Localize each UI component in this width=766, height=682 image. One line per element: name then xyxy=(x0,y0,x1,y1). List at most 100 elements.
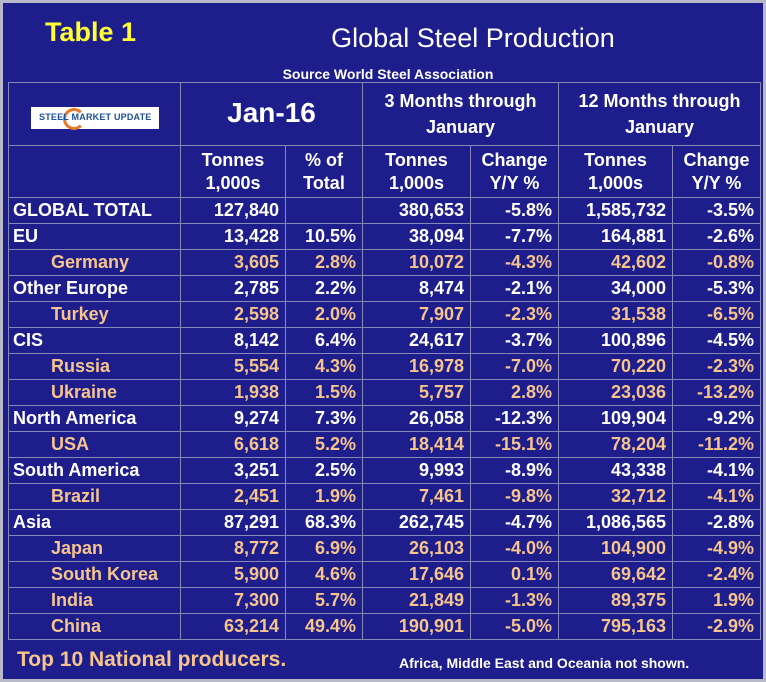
cell: -9.8% xyxy=(469,483,560,510)
subheader-text: Total xyxy=(303,172,345,193)
subheader-cell: Change Y/Y % xyxy=(672,145,762,198)
cell: 9,274 xyxy=(180,405,286,432)
cell: 104,900 xyxy=(558,535,674,562)
row-name: USA xyxy=(8,431,181,458)
cell: 7.3% xyxy=(285,405,363,432)
empty-cell xyxy=(8,145,181,198)
table-row: CIS 8,142 6.4% 24,617 -3.7% 100,896 -4.5% xyxy=(8,327,762,354)
data-table: Jan-16 3 Months through January 12 Month… xyxy=(8,82,762,640)
cell: 1,938 xyxy=(180,379,286,406)
cell: 24,617 xyxy=(362,327,471,354)
cell: 26,103 xyxy=(362,535,471,562)
cell: -4.1% xyxy=(672,457,762,484)
cell: -2.4% xyxy=(672,561,762,588)
cell: 127,840 xyxy=(180,197,286,224)
cell: 89,375 xyxy=(558,587,674,614)
cell: -0.8% xyxy=(672,249,762,276)
cell: 3,251 xyxy=(180,457,286,484)
table-row: Russia 5,554 4.3% 16,978 -7.0% 70,220 -2.3% xyxy=(8,353,762,380)
row-name: GLOBAL TOTAL xyxy=(8,197,181,224)
cell: -7.7% xyxy=(469,223,560,250)
subheader-text: Tonnes xyxy=(385,149,448,170)
cell: 31,538 xyxy=(558,301,674,328)
cell: -4.1% xyxy=(672,483,762,510)
cell: 7,300 xyxy=(180,587,286,614)
subheader-text: Change xyxy=(683,149,750,170)
logo-text: STEEL MARKET UPDATE xyxy=(39,112,152,122)
cell: 10,072 xyxy=(362,249,471,276)
cell: 42,602 xyxy=(558,249,674,276)
cell: -2.1% xyxy=(469,275,560,302)
subheader-cell: Tonnes 1,000s xyxy=(558,145,674,198)
cell: 10.5% xyxy=(285,223,363,250)
cell: 13,428 xyxy=(180,223,286,250)
row-name: Japan xyxy=(8,535,181,562)
row-name: Germany xyxy=(8,249,181,276)
cell: 9,993 xyxy=(362,457,471,484)
cell: 4.6% xyxy=(285,561,363,588)
table-row: North America 9,274 7.3% 26,058 -12.3% 109,90… xyxy=(8,405,762,432)
cell: -3.5% xyxy=(672,197,762,224)
footer-aside: Africa, Middle East and Oceania not show… xyxy=(399,655,690,671)
cell: 69,642 xyxy=(558,561,674,588)
cell: 1.9% xyxy=(672,587,762,614)
title: Global Steel Production xyxy=(331,23,615,53)
cell: 34,000 xyxy=(558,275,674,302)
group-header: Jan-16 xyxy=(180,82,363,146)
cell: -4.7% xyxy=(469,509,560,536)
subheader-text: % of xyxy=(305,149,343,170)
cell: 16,978 xyxy=(362,353,471,380)
table-row: EU 13,428 10.5% 38,094 -7.7% 164,881 -2.6% xyxy=(8,223,762,250)
cell: 18,414 xyxy=(362,431,471,458)
cell: 78,204 xyxy=(558,431,674,458)
cell: 5,900 xyxy=(180,561,286,588)
row-name: Other Europe xyxy=(8,275,181,302)
cell: -15.1% xyxy=(469,431,560,458)
row-name: EU xyxy=(8,223,181,250)
subheader-text: 1,000s xyxy=(388,172,445,193)
row-name: North America xyxy=(8,405,181,432)
cell: 23,036 xyxy=(558,379,674,406)
cell xyxy=(285,197,363,224)
table-row: Other Europe 2,785 2.2% 8,474 -2.1% 34,000 -5.… xyxy=(8,275,762,302)
cell: -5.0% xyxy=(469,613,560,640)
cell: 2.0% xyxy=(285,301,363,328)
cell: 380,653 xyxy=(362,197,471,224)
row-name: South Korea xyxy=(8,561,181,588)
source: Source World Steel Association xyxy=(282,66,494,82)
cell: 17,646 xyxy=(362,561,471,588)
table-row: South Korea 5,900 4.6% 17,646 0.1% 69,642 -2.4… xyxy=(8,561,762,588)
cell: 262,745 xyxy=(362,509,471,536)
subheader-text: Change xyxy=(481,149,548,170)
cell: -13.2% xyxy=(672,379,762,406)
subheader-cell: Change Y/Y % xyxy=(469,145,560,198)
row-name: Brazil xyxy=(8,483,181,510)
cell: -2.3% xyxy=(469,301,560,328)
table-row: South America 3,251 2.5% 9,993 -8.9% 43,338 -4… xyxy=(8,457,762,484)
cell: 8,474 xyxy=(362,275,471,302)
logo-arc xyxy=(63,108,85,130)
table-row: Turkey 2,598 2.0% 7,907 -2.3% 31,538 -6.5% xyxy=(8,301,762,328)
table-row: Ukraine 1,938 1.5% 5,757 2.8% 23,036 -13.2% xyxy=(8,379,762,406)
subheader-text: Y/Y % xyxy=(489,172,540,193)
cell: -7.0% xyxy=(469,353,560,380)
cell: -4.9% xyxy=(672,535,762,562)
cell: -9.2% xyxy=(672,405,762,432)
row-name: South America xyxy=(8,457,181,484)
cell: 70,220 xyxy=(558,353,674,380)
cell: 2.5% xyxy=(285,457,363,484)
cell: 2,598 xyxy=(180,301,286,328)
cell: 100,896 xyxy=(558,327,674,354)
logo: STEEL MARKET UPDATE xyxy=(31,107,159,130)
cell: 8,142 xyxy=(180,327,286,354)
subheader-text: 1,000s xyxy=(205,172,261,193)
row-name: CIS xyxy=(8,327,181,354)
cell: -2.3% xyxy=(672,353,762,380)
row-name: Ukraine xyxy=(8,379,181,406)
cell: -3.7% xyxy=(469,327,560,354)
row-name: Asia xyxy=(8,509,181,536)
cell: 2.8% xyxy=(469,379,560,406)
cell: 7,461 xyxy=(362,483,471,510)
